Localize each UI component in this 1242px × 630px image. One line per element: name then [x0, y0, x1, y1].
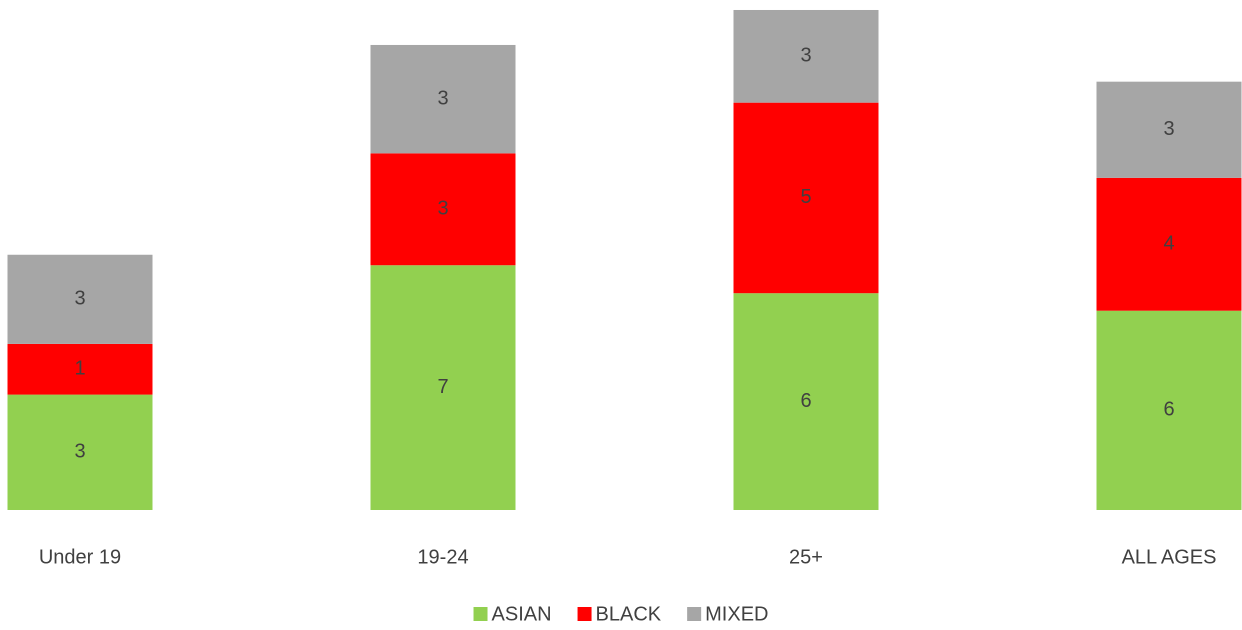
data-label: 5 — [800, 186, 811, 208]
x-tick-label: 19-24 — [417, 546, 468, 568]
data-label: 1 — [74, 358, 85, 380]
legend-label: ASIAN — [492, 603, 552, 625]
x-tick-label: 25+ — [789, 546, 823, 568]
data-label: 6 — [800, 390, 811, 412]
data-label: 3 — [74, 441, 85, 463]
data-label: 3 — [74, 288, 85, 310]
bar-segment — [7, 254, 153, 344]
bar-segment — [1096, 177, 1242, 311]
bar-segment — [733, 293, 879, 510]
bar-segment — [1096, 81, 1242, 178]
bar-segment — [370, 44, 516, 154]
bar-segment — [733, 102, 879, 294]
bar-segment — [370, 153, 516, 266]
legend-label: MIXED — [705, 603, 768, 625]
legend-swatch — [687, 607, 702, 621]
data-label: 4 — [1163, 233, 1174, 255]
x-tick-label: Under 19 — [39, 546, 121, 568]
data-label: 3 — [800, 45, 811, 67]
data-label: 3 — [437, 87, 448, 109]
legend-swatch — [577, 607, 592, 621]
data-label: 3 — [437, 198, 448, 220]
bar-segment — [7, 394, 153, 510]
data-label: 7 — [437, 376, 448, 398]
x-tick-label: ALL AGES — [1122, 546, 1217, 568]
bar-segment — [1096, 310, 1242, 510]
data-label: 6 — [1163, 399, 1174, 421]
legend-label: BLACK — [596, 603, 662, 625]
legend-swatch — [473, 607, 488, 621]
data-label: 3 — [1163, 118, 1174, 140]
bar-segment — [733, 9, 879, 103]
bar-segment — [370, 265, 516, 510]
bar-segment — [7, 343, 153, 395]
